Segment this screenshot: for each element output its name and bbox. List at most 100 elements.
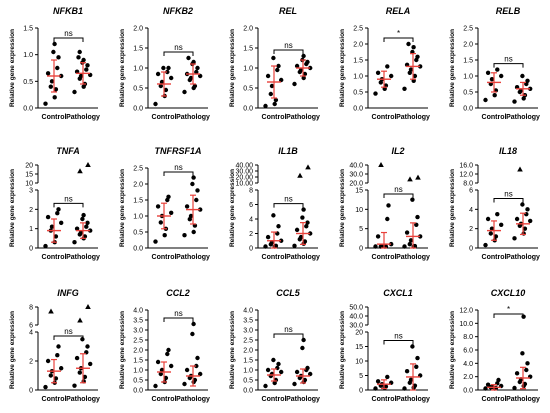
data-point [493,234,499,239]
data-point [485,216,491,222]
y-tick-label: 0.0 [463,106,473,113]
y-tick-label: 20 [25,163,33,170]
y-tick-label: 2.5 [133,338,143,345]
data-point [43,384,48,390]
data-point [153,239,158,244]
data-point [271,213,276,218]
data-point [265,234,271,240]
data-point [191,59,196,65]
data-point [301,337,306,343]
data-point [412,243,418,249]
y-tick-label: 0.5 [463,90,473,97]
y-axis-label: Relative gene expression [119,169,126,247]
data-point [82,374,88,380]
data-point [373,386,378,391]
data-point [191,321,196,327]
data-point [305,220,310,225]
panel-title: RELA [386,6,411,16]
significance-bracket [163,317,194,322]
x-tick-label: Control [152,114,177,121]
data-point [292,381,297,387]
y-tick-label: 1.5 [243,46,253,53]
data-point [308,65,313,71]
y-tick-label: 1.0 [133,66,143,73]
data-point [78,230,84,235]
data-point [304,224,309,229]
significance-bracket [493,63,524,68]
panel-relb: RELB Relative gene expression 0.0 0.5 1.0 1.5… [449,6,540,121]
y-tick-label: 0.0 [23,106,33,113]
data-point [194,363,199,369]
x-tick-label: Pathology [286,114,320,121]
y-tick-label: 0.5 [353,90,363,97]
data-point [375,70,381,76]
significance-bracket [493,313,524,318]
data-point [379,243,385,249]
data-point [48,84,53,89]
y-tick-label: 0 [29,388,33,395]
data-point [72,383,77,388]
data-point [279,77,284,83]
y-tick-label: 4.0 [133,308,143,315]
y-tick-label: 10.0 [459,321,473,328]
data-point [81,57,86,63]
y-tick-label: 0.0 [243,106,253,113]
significance-label: ns [394,332,402,341]
y-tick-label: 0.5 [243,378,253,385]
significance-label: * [507,305,510,314]
data-point [81,212,86,218]
data-point [84,67,89,72]
data-point [53,376,59,381]
significance-bracket [493,198,524,203]
data-point [483,97,488,103]
data-point [48,373,53,378]
panel-title: IL1B [278,146,298,156]
y-tick-label: 15 [355,344,363,351]
data-point [43,243,48,249]
y-tick-label: 3.0 [243,328,253,335]
y-axis-label: Relative gene expression [229,29,236,107]
panel-title: TNFRSF1A [155,146,202,156]
y-tick-label: 4.0 [243,308,253,315]
data-point [49,224,55,229]
data-point [375,379,381,384]
y-tick-label: 1.5 [463,58,473,65]
y-tick-label: 2.5 [133,166,143,173]
data-point [414,222,419,227]
y-tick-label: 1.0 [243,66,253,73]
significance-label: ns [284,325,292,334]
data-point [190,331,195,337]
outlier-point [48,308,54,314]
panel-rel: REL Relative gene expression 0.0 0.5 1.0 1.5 2… [229,6,320,121]
data-point [85,220,90,226]
data-point [190,181,195,187]
significance-label: ns [504,190,512,199]
y-tick-label: 1.5 [23,26,33,33]
data-point [300,345,305,351]
data-point [402,386,407,391]
y-tick-label: 1.0 [23,52,33,59]
outlier-point [297,172,303,178]
data-point [408,238,414,243]
data-point [483,386,488,391]
panel-title: NFKB1 [53,6,83,16]
y-axis-label: Relative gene expression [229,311,236,389]
data-point [276,361,281,367]
x-tick-label: Control [372,254,397,261]
data-point [52,41,57,47]
data-point [407,241,412,247]
data-point [385,64,390,69]
y-tick-label: 16.0 [459,163,473,170]
y-tick-label: 3.0 [133,328,143,335]
data-point [525,78,530,84]
data-point [55,65,60,71]
significance-bracket [383,340,414,345]
y-tick-label: 5 [359,226,363,233]
panel-title: IL18 [499,146,517,156]
y-tick-label: 3.5 [243,318,253,325]
x-tick-label: Pathology [176,396,210,403]
data-point [495,67,500,72]
y-tick-label: 20.0 [349,181,363,188]
y-tick-label: 0.0 [463,388,473,395]
significance-label: ns [64,29,72,38]
